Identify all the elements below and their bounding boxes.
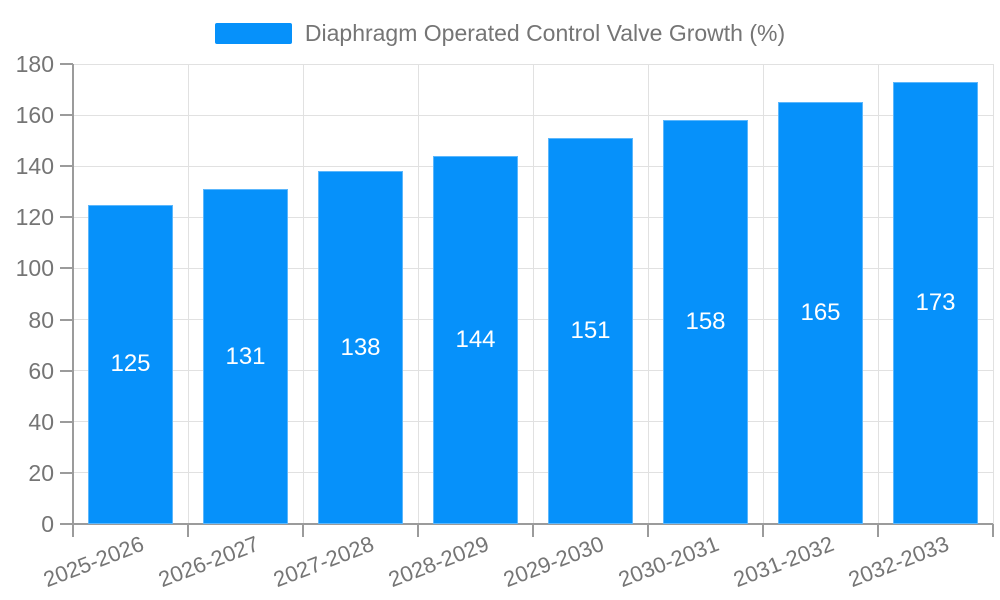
- y-axis-line: [72, 64, 74, 537]
- y-tick-label: 60: [28, 357, 54, 384]
- y-tick-label: 120: [15, 204, 54, 231]
- x-tick-label: 2031-2032: [730, 531, 838, 593]
- y-tick-label: 20: [28, 459, 54, 486]
- y-tick-label: 100: [15, 255, 54, 282]
- bar-value-label: 138: [340, 333, 381, 361]
- y-axis-tick: [60, 369, 73, 372]
- bar-value-label: 165: [800, 299, 841, 327]
- y-axis-tick: [60, 114, 73, 117]
- x-tick-label: 2029-2030: [500, 531, 608, 593]
- bar[interactable]: [893, 81, 978, 524]
- y-tick-label: 140: [15, 153, 54, 180]
- x-axis-tick: [532, 524, 534, 537]
- legend-swatch-icon: [214, 23, 292, 44]
- y-axis-tick: [60, 523, 73, 525]
- bar-value-label: 144: [455, 326, 496, 353]
- y-tick-label: 160: [15, 102, 54, 129]
- bar[interactable]: [778, 102, 863, 524]
- bar[interactable]: [88, 204, 173, 524]
- x-tick-label: 2028-2029: [385, 531, 493, 593]
- y-tick-label: 180: [15, 51, 54, 77]
- bar[interactable]: [663, 120, 748, 524]
- y-tick-label: 40: [28, 408, 54, 435]
- bar[interactable]: [318, 171, 403, 524]
- legend[interactable]: Diaphragm Operated Control Valve Growth …: [0, 20, 1000, 47]
- y-axis-tick: [60, 420, 73, 423]
- x-tick-label: 2030-2031: [615, 531, 723, 593]
- bar-value-label: 158: [685, 308, 726, 336]
- y-axis-tick: [60, 165, 73, 168]
- y-tick-label: 0: [41, 511, 54, 537]
- y-axis-tick: [60, 267, 73, 270]
- bar[interactable]: [433, 156, 518, 524]
- bar-value-label: 151: [570, 317, 611, 345]
- v-gridline: [532, 64, 534, 524]
- y-tick-label: 80: [28, 306, 54, 333]
- bar-value-label: 125: [110, 350, 151, 378]
- bar-value-label: 173: [915, 288, 956, 316]
- x-tick-label: 2027-2028: [270, 531, 378, 593]
- x-tick-label: 2032-2033: [845, 531, 953, 593]
- x-axis-tick: [302, 524, 304, 537]
- y-axis-tick: [60, 216, 73, 219]
- x-axis-tick: [992, 524, 994, 537]
- v-gridline: [187, 64, 189, 524]
- x-axis-tick: [877, 524, 879, 537]
- y-axis-tick: [60, 63, 73, 65]
- x-axis-line: [73, 523, 993, 525]
- y-axis-tick: [60, 471, 73, 474]
- v-gridline: [762, 64, 764, 524]
- y-axis-tick: [60, 318, 73, 321]
- legend-label: Diaphragm Operated Control Valve Growth …: [304, 20, 786, 46]
- v-gridline: [417, 64, 419, 524]
- bar-value-label: 131: [225, 342, 266, 370]
- v-gridline: [647, 64, 649, 524]
- x-tick-label: 2026-2027: [155, 531, 263, 593]
- x-axis-tick: [647, 524, 649, 537]
- x-axis-tick: [187, 524, 189, 537]
- bar[interactable]: [548, 138, 633, 524]
- v-gridline: [302, 64, 304, 524]
- bar[interactable]: [203, 189, 288, 524]
- x-axis-tick: [762, 524, 764, 537]
- v-gridline: [877, 64, 879, 524]
- x-axis-tick: [417, 524, 419, 537]
- x-tick-label: 2025-2026: [40, 531, 148, 593]
- v-gridline: [992, 64, 994, 524]
